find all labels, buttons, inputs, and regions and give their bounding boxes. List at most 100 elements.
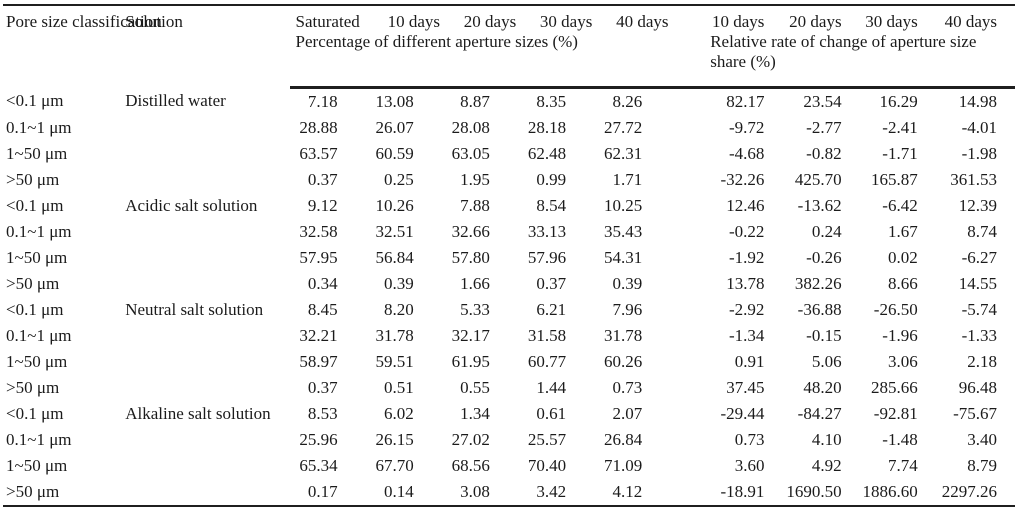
- table-row: 0.1~1 μm 25.96 26.15 27.02 25.57 26.84 0.73 4.1…: [3, 427, 1015, 453]
- value-cell: 0.39: [384, 274, 414, 293]
- value-cell: 0.61: [536, 404, 567, 423]
- value-cell: 16.29: [879, 92, 918, 111]
- table-row: 0.1~1 μm 32.21 31.78 32.17 31.58 31.78 -1.34 -0…: [3, 323, 1015, 349]
- value-cell: 32.58: [299, 222, 338, 241]
- value-cell: 58.97: [299, 352, 338, 371]
- value-cell: 57.80: [451, 248, 490, 267]
- value-cell: 4.92: [811, 456, 842, 475]
- value-cell: 8.87: [460, 92, 490, 111]
- col-header-g2-30-days: 30 days: [865, 12, 918, 31]
- solution-cell: [121, 479, 289, 506]
- table-row: 1~50 μm 63.57 60.59 63.05 62.48 62.31 -4.68 -0.…: [3, 141, 1015, 167]
- value-cell: 2297.26: [941, 482, 997, 501]
- table-row: >50 μm 0.17 0.14 3.08 3.42 4.12 -18.91 1690.50 1…: [3, 479, 1015, 506]
- value-cell: 0.73: [734, 430, 765, 449]
- table-row: >50 μm 0.34 0.39 1.66 0.37 0.39 13.78 382.26 8.6…: [3, 271, 1015, 297]
- group2-caption: Relative rate of change of aperture size…: [648, 32, 1015, 89]
- value-cell: 8.79: [967, 456, 997, 475]
- value-cell: 1.44: [536, 378, 567, 397]
- value-cell: 0.25: [384, 170, 414, 189]
- value-cell: 26.07: [375, 118, 414, 137]
- table-body: <0.1 μm Distilled water 7.18 13.08 8.87 8.35 8…: [3, 88, 1015, 507]
- value-cell: 7.74: [887, 456, 918, 475]
- value-cell: -26.50: [873, 300, 918, 319]
- value-cell: 7.18: [307, 92, 338, 111]
- value-cell: 0.14: [384, 482, 414, 501]
- table-row: 0.1~1 μm 28.88 26.07 28.08 28.18 27.72 -9.72 -2…: [3, 115, 1015, 141]
- value-cell: 60.59: [375, 144, 414, 163]
- value-cell: -29.44: [720, 404, 765, 423]
- value-cell: 33.13: [527, 222, 567, 241]
- value-cell: 2.18: [967, 352, 997, 371]
- value-cell: 67.70: [375, 456, 414, 475]
- table-row: <0.1 μm Neutral salt solution 8.45 8.20 5.33…: [3, 297, 1015, 323]
- value-cell: 0.51: [384, 378, 414, 397]
- pore-size-cell: 1~50 μm: [6, 456, 68, 475]
- value-cell: 25.57: [527, 430, 567, 449]
- value-cell: 96.48: [958, 378, 997, 397]
- value-cell: 165.87: [870, 170, 918, 189]
- value-cell: -18.91: [720, 482, 765, 501]
- value-cell: 382.26: [794, 274, 842, 293]
- value-cell: -84.27: [797, 404, 842, 423]
- col-header-g2-20-days: 20 days: [789, 12, 842, 31]
- table-row: 1~50 μm 65.34 67.70 68.56 70.40 71.09 3.60 4.92…: [3, 453, 1015, 479]
- value-cell: -4.68: [729, 144, 765, 163]
- value-cell: -36.88: [797, 300, 842, 319]
- value-cell: 0.39: [612, 274, 643, 293]
- solution-cell: [121, 141, 289, 167]
- value-cell: 6.21: [536, 300, 567, 319]
- value-cell: 32.17: [451, 326, 490, 345]
- value-cell: 5.33: [460, 300, 490, 319]
- solution-cell: [121, 115, 289, 141]
- value-cell: 0.24: [811, 222, 842, 241]
- value-cell: 1.66: [460, 274, 490, 293]
- value-cell: -32.26: [720, 170, 765, 189]
- value-cell: 31.58: [527, 326, 567, 345]
- value-cell: 3.40: [967, 430, 997, 449]
- col-header-g1-10-days: 10 days: [387, 12, 441, 31]
- value-cell: 27.72: [603, 118, 643, 137]
- value-cell: 8.45: [307, 300, 338, 319]
- pore-size-cell: 1~50 μm: [6, 248, 68, 267]
- col-header-g1-20-days: 20 days: [463, 12, 517, 31]
- solution-cell: [121, 271, 289, 297]
- value-cell: 70.40: [527, 456, 567, 475]
- pore-size-cell: <0.1 μm: [6, 196, 64, 215]
- pore-size-cell: <0.1 μm: [6, 300, 64, 319]
- pore-size-cell: <0.1 μm: [6, 404, 64, 423]
- pore-size-cell: 0.1~1 μm: [6, 118, 72, 137]
- value-cell: 14.98: [958, 92, 997, 111]
- col-header-g2-10-days: 10 days: [712, 12, 765, 31]
- solution-cell: Distilled water: [125, 91, 226, 111]
- value-cell: 0.55: [460, 378, 490, 397]
- value-cell: -2.41: [882, 118, 918, 137]
- solution-cell: [121, 349, 289, 375]
- value-cell: 26.84: [603, 430, 643, 449]
- solution-cell: [121, 323, 289, 349]
- value-cell: 425.70: [794, 170, 842, 189]
- value-cell: -75.67: [953, 404, 997, 423]
- table-row: <0.1 μm Distilled water 7.18 13.08 8.87 8.35 8…: [3, 88, 1015, 116]
- value-cell: -0.26: [806, 248, 842, 267]
- value-cell: -13.62: [797, 196, 842, 215]
- value-cell: -9.72: [729, 118, 765, 137]
- aperture-table: Pore size classification Solution Satura…: [3, 4, 1015, 507]
- value-cell: 285.66: [870, 378, 918, 397]
- pore-size-cell: >50 μm: [6, 170, 60, 189]
- value-cell: 71.09: [603, 456, 643, 475]
- solution-cell: [121, 375, 289, 401]
- table-row: >50 μm 0.37 0.51 0.55 1.44 0.73 37.45 48.20 285.…: [3, 375, 1015, 401]
- value-cell: 63.57: [299, 144, 338, 163]
- value-cell: 3.42: [536, 482, 567, 501]
- solution-cell: Acidic salt solution: [125, 196, 258, 215]
- value-cell: -6.42: [882, 196, 918, 215]
- value-cell: -1.92: [729, 248, 765, 267]
- value-cell: 14.55: [958, 274, 997, 293]
- value-cell: 3.60: [734, 456, 765, 475]
- col-header-g1-30-days: 30 days: [539, 12, 593, 31]
- value-cell: -1.98: [961, 144, 997, 163]
- pore-size-cell: 0.1~1 μm: [6, 430, 72, 449]
- value-cell: -6.27: [961, 248, 997, 267]
- value-cell: 60.26: [603, 352, 643, 371]
